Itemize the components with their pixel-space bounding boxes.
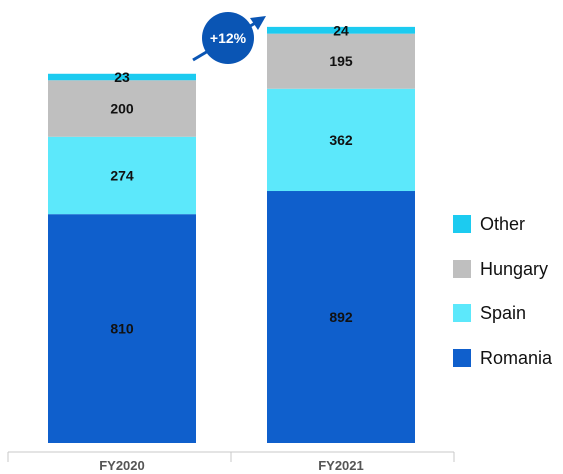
growth-arrow-icon [250,16,266,30]
data-label-fy2021-romania: 892 [329,309,353,325]
legend-swatch-romania [453,349,471,367]
growth-badge-label: +12% [210,30,247,46]
legend-swatch-other [453,215,471,233]
x-axis: FY2020 FY2021 [7,451,455,473]
bar-fy2021-romania [267,191,415,443]
growth-badge: +12% [192,12,266,64]
legend: Other Hungary Spain Romania [453,214,553,368]
data-label-fy2020-hungary: 200 [110,101,134,117]
legend-label-other: Other [480,214,525,234]
x-tick-label-fy2021: FY2021 [318,458,364,473]
legend-swatch-hungary [453,260,471,278]
legend-label-spain: Spain [480,303,526,323]
bar-fy2020-spain [48,136,196,215]
legend-swatch-spain [453,304,471,322]
x-tick-label-fy2020: FY2020 [99,458,145,473]
data-label-fy2020-romania: 810 [110,321,134,337]
data-label-fy2021-spain: 362 [329,132,353,148]
data-label-fy2021-hungary: 195 [329,53,353,69]
bar-fy2021-hungary [267,33,415,89]
bar-fy2020-hungary [48,80,196,137]
growth-badge-circle [202,12,254,64]
bar-fy2020-other [48,73,196,81]
bar-fy2021-other [267,26,415,34]
legend-label-hungary: Hungary [480,259,548,279]
segment-labels: 810 274 200 23 892 362 195 24 [110,22,353,336]
data-label-fy2020-spain: 274 [110,167,134,183]
data-label-fy2020-other: 23 [114,69,130,85]
bar-fy2021-spain [267,88,415,192]
bar-fy2020-romania [48,214,196,443]
legend-label-romania: Romania [480,348,553,368]
bar-group [48,26,415,443]
data-label-fy2021-other: 24 [333,22,349,38]
